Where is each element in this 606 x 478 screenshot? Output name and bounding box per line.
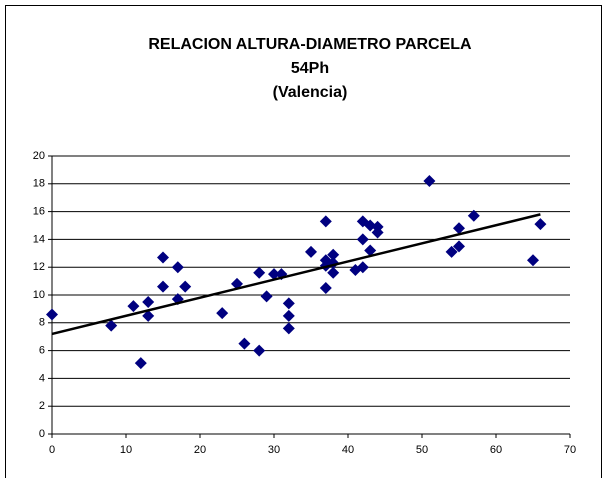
point — [282, 297, 295, 310]
x-tick-label: 30 — [268, 444, 280, 456]
point — [319, 215, 332, 228]
point — [445, 245, 458, 258]
y-tick-label: 14 — [33, 233, 45, 245]
x-tick-label: 0 — [49, 444, 55, 456]
y-tick-label: 2 — [39, 400, 45, 412]
point — [467, 209, 480, 222]
chart-title: RELACION ALTURA-DIAMETRO PARCELA — [148, 36, 472, 53]
point — [105, 319, 118, 332]
point — [364, 219, 377, 232]
point — [371, 226, 384, 239]
point — [327, 248, 340, 261]
x-tick-label: 40 — [342, 444, 354, 456]
x-tick-label: 70 — [564, 444, 576, 456]
point — [305, 245, 317, 258]
point — [127, 300, 140, 313]
trendline — [51, 213, 541, 336]
y-tick-label: 4 — [39, 372, 45, 384]
point — [253, 344, 266, 357]
point — [142, 295, 155, 308]
point — [260, 290, 273, 303]
x-tick-label: 10 — [120, 444, 132, 456]
point — [171, 261, 184, 274]
point — [157, 251, 169, 264]
y-tick-label: 18 — [33, 178, 45, 190]
point — [356, 233, 369, 246]
x-tick-label: 20 — [194, 444, 206, 456]
point — [253, 266, 266, 279]
point — [453, 240, 465, 253]
y-tick-label: 10 — [33, 289, 45, 301]
x-tick-label: 50 — [416, 444, 428, 456]
point — [238, 337, 251, 350]
point — [157, 280, 169, 293]
point — [282, 322, 295, 335]
point — [319, 282, 332, 295]
chart-title: (Valencia) — [273, 84, 348, 101]
chart-frame — [5, 5, 602, 478]
point — [364, 244, 377, 257]
point — [423, 175, 436, 188]
y-tick-label: 12 — [33, 261, 45, 273]
y-tick-label: 20 — [33, 150, 45, 162]
y-tick-label: 0 — [39, 428, 45, 440]
x-tick-label: 60 — [490, 444, 502, 456]
point — [356, 261, 369, 274]
point — [179, 280, 192, 293]
chart-title: 54Ph — [291, 60, 329, 77]
point — [527, 254, 539, 267]
y-tick-label: 16 — [33, 206, 45, 218]
y-tick-label: 6 — [39, 345, 45, 357]
point — [46, 308, 58, 321]
point — [282, 309, 295, 322]
point — [327, 266, 340, 279]
point — [534, 218, 547, 231]
point — [268, 268, 280, 281]
point — [216, 307, 229, 320]
y-tick-label: 8 — [39, 317, 45, 329]
point — [134, 357, 147, 370]
point — [453, 222, 465, 235]
point — [142, 309, 155, 322]
